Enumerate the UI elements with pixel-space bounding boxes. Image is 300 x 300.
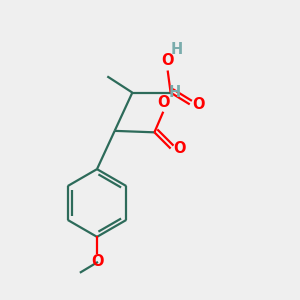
Text: O: O	[192, 97, 205, 112]
Text: O: O	[173, 141, 185, 156]
Text: H: H	[168, 85, 181, 100]
Text: O: O	[161, 53, 174, 68]
Text: O: O	[91, 254, 103, 269]
Text: O: O	[157, 95, 169, 110]
Text: H: H	[171, 42, 183, 57]
